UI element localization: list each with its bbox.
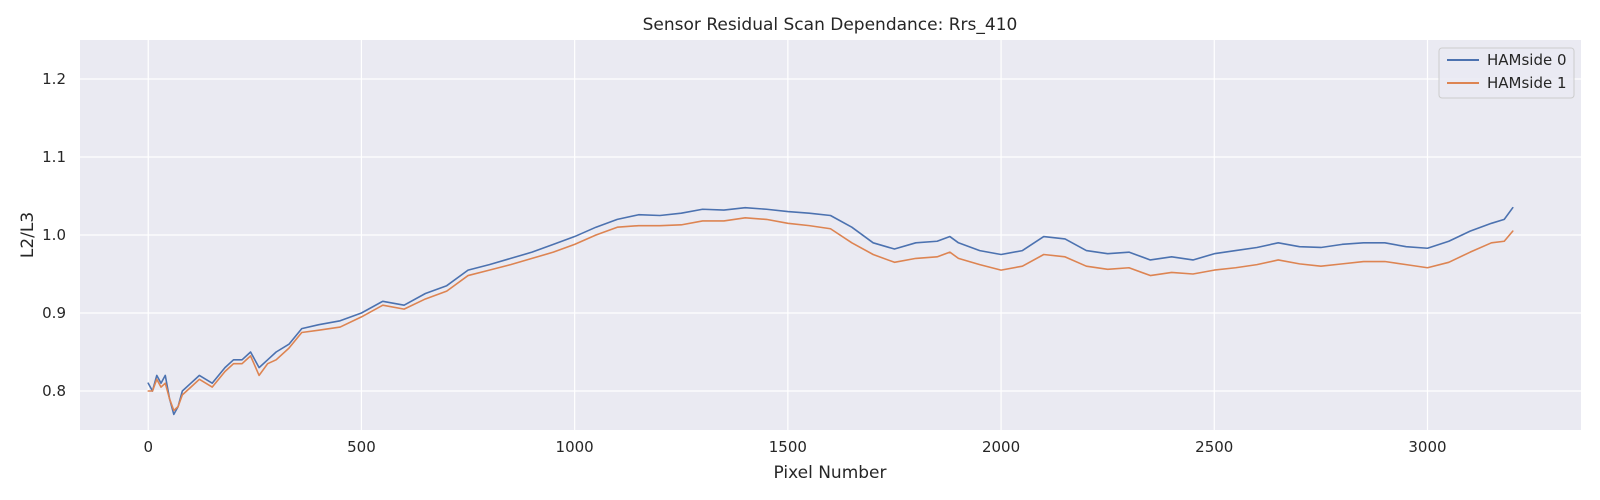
x-tick-label: 3000 — [1408, 438, 1446, 456]
grid-lines — [80, 40, 1581, 430]
y-axis-label: L2/L3 — [18, 212, 38, 258]
legend: HAMside 0 HAMside 1 — [1438, 47, 1575, 99]
tick-labels: 0 500 1000 1500 2000 2500 3000 0.8 0.9 1.0 1.1 1.2 — [42, 70, 1446, 456]
chart-title: Sensor Residual Scan Dependance: Rrs_410 — [643, 15, 1018, 35]
x-tick-label: 1500 — [769, 438, 807, 456]
y-tick-label: 1.2 — [42, 70, 66, 88]
series-line-hamside-1 — [147, 217, 1514, 412]
x-axis-label: Pixel Number — [773, 463, 886, 483]
y-tick-label: 0.9 — [42, 304, 66, 322]
legend-label-hamside-1: HAMside 1 — [1487, 74, 1567, 92]
y-tick-label: 1.0 — [42, 226, 66, 244]
legend-label-hamside-0: HAMside 0 — [1487, 51, 1567, 69]
y-tick-label: 0.8 — [42, 382, 66, 400]
x-tick-label: 2000 — [982, 438, 1020, 456]
x-tick-label: 1000 — [556, 438, 594, 456]
series-layer — [147, 206, 1514, 416]
x-tick-label: 500 — [347, 438, 376, 456]
x-tick-label: 2500 — [1195, 438, 1233, 456]
y-tick-label: 1.1 — [42, 148, 66, 166]
x-tick-label: 0 — [143, 438, 153, 456]
series-line-hamside-0 — [147, 206, 1514, 416]
